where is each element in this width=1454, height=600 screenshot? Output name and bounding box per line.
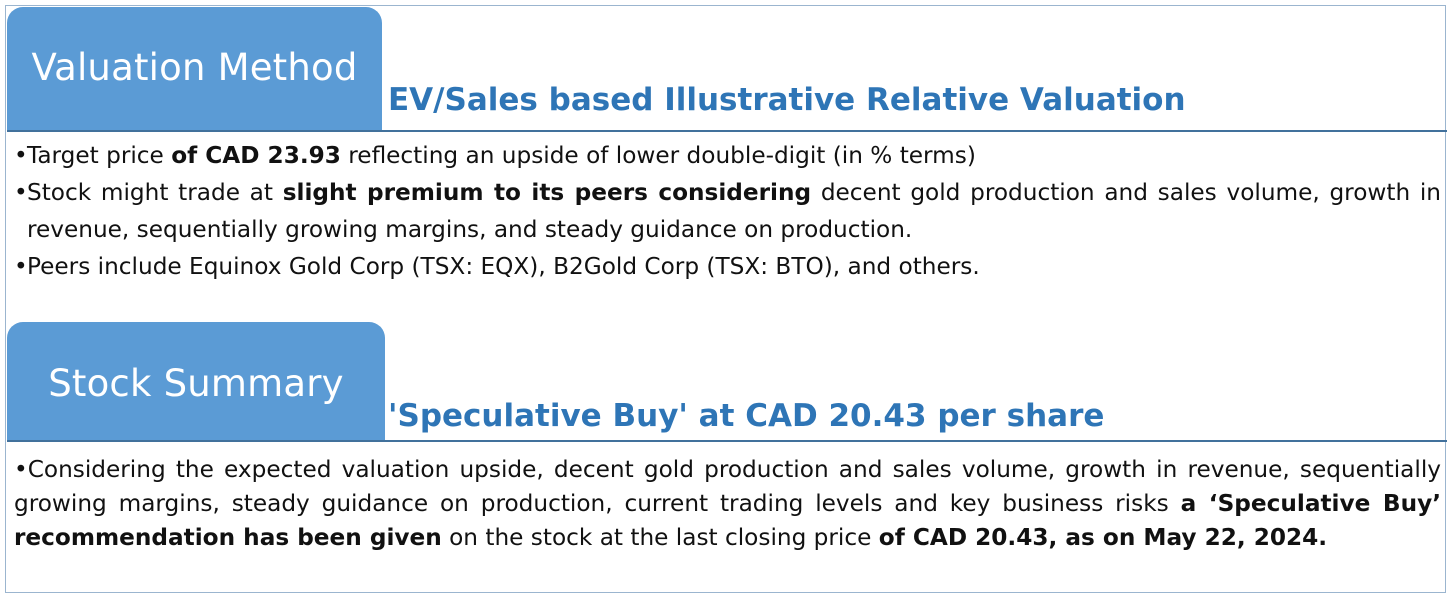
bullet-item: • Peers include Equinox Gold Corp (TSX: …	[14, 248, 1441, 285]
section-tab-stock-summary: Stock Summary	[7, 322, 385, 441]
bullet-dot-icon: •	[14, 142, 28, 169]
section-tab-label: Valuation Method	[31, 45, 358, 89]
section-tab-label: Stock Summary	[48, 362, 344, 405]
section-subtitle-recommendation: 'Speculative Buy' at CAD 20.43 per share	[388, 398, 1105, 434]
section-tab-valuation-method: Valuation Method	[7, 7, 382, 131]
bullet-dot-icon: •	[14, 456, 28, 483]
bullet-item: • Stock might trade at slight premium to…	[14, 174, 1441, 248]
bullet-dot-icon: •	[14, 179, 28, 206]
bullet-item: • Target price of CAD 23.93 reflecting a…	[14, 137, 1441, 174]
content-frame	[5, 5, 1446, 593]
section-subtitle-valuation: EV/Sales based Illustrative Relative Val…	[388, 82, 1186, 118]
bullet-dot-icon: •	[14, 253, 28, 280]
valuation-bullet-list: • Target price of CAD 23.93 reflecting a…	[14, 137, 1441, 285]
section-divider	[7, 130, 1447, 132]
section-divider	[7, 440, 1447, 442]
stock-summary-paragraph: •Considering the expected valuation upsi…	[14, 456, 1441, 551]
